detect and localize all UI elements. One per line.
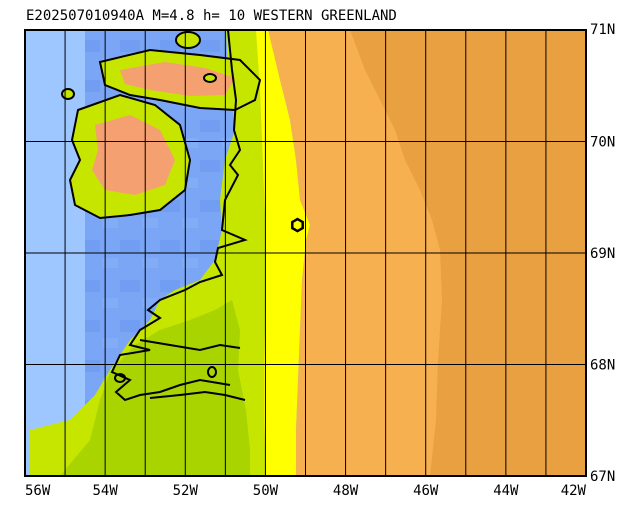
longitude-tick-labels: 56W 54W 52W 50W 48W 46W 44W 42W bbox=[25, 483, 587, 499]
longitude-tick-label: 42W bbox=[561, 483, 587, 499]
latitude-tick-label: 69N bbox=[590, 246, 615, 262]
longitude-tick-label: 44W bbox=[493, 483, 519, 499]
island bbox=[61, 88, 75, 100]
disko-highland bbox=[92, 115, 175, 195]
latitude-tick-label: 70N bbox=[590, 135, 615, 151]
map-title: E202507010940A M=4.8 h= 10 WESTERN GREEN… bbox=[26, 8, 397, 24]
longitude-tick-label: 46W bbox=[413, 483, 439, 499]
longitude-tick-label: 50W bbox=[253, 483, 279, 499]
latitude-tick-labels: 67N 68N 69N 70N 71N bbox=[590, 22, 615, 485]
epicenter-hexagon-icon bbox=[291, 217, 304, 233]
longitude-tick-label: 48W bbox=[333, 483, 359, 499]
island bbox=[203, 73, 217, 83]
grid-lines bbox=[25, 30, 586, 476]
mainland-lowland bbox=[60, 300, 250, 476]
island bbox=[175, 31, 201, 49]
island bbox=[207, 366, 217, 378]
longitude-tick-label: 54W bbox=[92, 483, 118, 499]
map-layers bbox=[25, 30, 586, 476]
nuussuaq-highland bbox=[120, 62, 235, 96]
longitude-tick-label: 52W bbox=[173, 483, 199, 499]
longitude-tick-label: 56W bbox=[25, 483, 51, 499]
latitude-tick-label: 67N bbox=[590, 469, 615, 485]
map-frame bbox=[24, 29, 587, 477]
mainland-coastline bbox=[110, 30, 248, 402]
latitude-tick-label: 68N bbox=[590, 358, 615, 374]
fjord-coastline bbox=[139, 339, 246, 401]
latitude-tick-label: 71N bbox=[590, 22, 615, 38]
